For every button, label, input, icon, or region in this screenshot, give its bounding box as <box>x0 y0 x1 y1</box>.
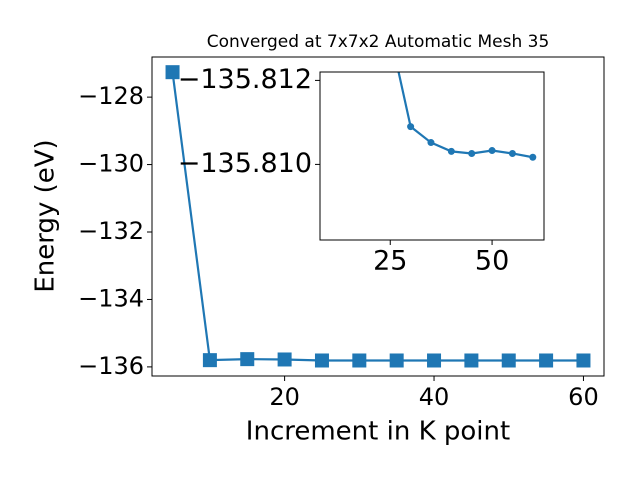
x-tick-label: 25 <box>373 246 407 277</box>
data-marker <box>202 353 217 368</box>
data-marker <box>389 353 404 368</box>
data-marker <box>165 65 180 80</box>
y-axis-label: Energy (eV) <box>31 139 61 292</box>
data-marker <box>277 352 292 367</box>
y-tick-label: −128 <box>78 82 144 110</box>
data-marker <box>447 147 455 155</box>
data-marker <box>539 353 554 368</box>
axes-frame <box>151 56 605 377</box>
y-tick-label: −136 <box>78 352 144 380</box>
data-marker <box>576 353 591 368</box>
data-group <box>165 65 591 368</box>
chart-title: Converged at 7x7x2 Automatic Mesh 35 <box>207 32 550 52</box>
data-marker <box>468 149 476 157</box>
x-tick-label: 20 <box>269 383 300 411</box>
data-marker <box>427 353 442 368</box>
data-marker <box>464 353 479 368</box>
data-marker <box>508 149 516 157</box>
y-tick-label: −130 <box>78 150 144 178</box>
x-tick-label: 50 <box>475 246 509 277</box>
data-group <box>397 72 537 161</box>
y-tick-label: −135.810 <box>178 148 312 179</box>
y-tick-label: −134 <box>78 284 144 312</box>
data-marker <box>427 139 435 147</box>
data-marker <box>501 353 516 368</box>
axes-background <box>320 72 544 240</box>
y-tick-label: −132 <box>78 217 144 245</box>
data-marker <box>314 353 329 368</box>
axes-frame <box>319 71 545 241</box>
y-tick-label: −135.812 <box>178 64 312 95</box>
data-marker <box>529 153 537 161</box>
x-axis-label: Increment in K point <box>246 417 510 447</box>
data-marker <box>488 147 496 155</box>
x-tick-label: 60 <box>568 383 599 411</box>
x-tick-label: 40 <box>419 383 450 411</box>
data-marker <box>352 353 367 368</box>
plot-area: 25 50 −135.812 −135.810 <box>178 64 545 277</box>
data-marker <box>240 352 255 367</box>
data-marker <box>407 123 415 131</box>
